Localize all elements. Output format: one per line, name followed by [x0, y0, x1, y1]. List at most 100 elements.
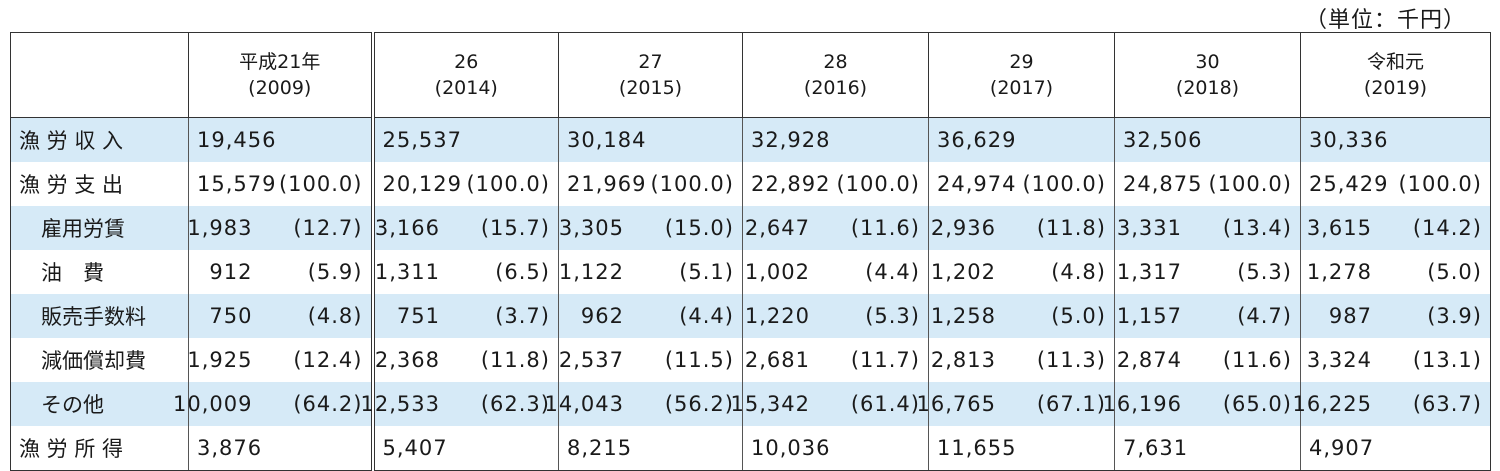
cell-fishing-income-1: 5,407	[370, 426, 559, 471]
table-row-fishing-income: 漁 労 所 得 3,876 5,407 8,215 10,036 11,655 7,631 4…	[10, 426, 1491, 471]
amount-value: 2,537	[558, 348, 624, 372]
percent-value: (100.0)	[1208, 172, 1292, 196]
amount-value: 25,537	[382, 128, 462, 152]
cell-fishing-expenses-1: 20,129 (100.0)	[370, 162, 559, 206]
percent-value: (11.8)	[1036, 216, 1106, 240]
amount-value: 2,936	[930, 216, 996, 240]
cell-fishing-expenses-0: 15,579 (100.0)	[188, 162, 373, 206]
amount-value: 1,002	[744, 260, 810, 284]
amount-value: 11,655	[937, 436, 1017, 460]
amount-value: 8,215	[567, 436, 633, 460]
cell-other-expenses-0: 10,009 (64.2)	[173, 382, 373, 426]
cell-fishing-revenue-2: 30,184	[558, 117, 743, 162]
amount-value: 2,368	[374, 348, 440, 372]
table-row-other-expenses: その他 10,009 (64.2) 12,533 (62.3) 14,043 (56.2) 1…	[10, 382, 1491, 426]
table-row-fishing-revenue: 漁 労 収 入 19,456 25,537 30,184 32,928 36,629 32,…	[10, 117, 1491, 162]
cell-hired-labor-2: 3,305 (15.0)	[558, 206, 743, 250]
percent-value: (100.0)	[836, 172, 920, 196]
cell-sales-commission-0: 750 (4.8)	[188, 294, 373, 338]
percent-value: (4.4)	[865, 260, 920, 284]
amount-value: 1,983	[187, 216, 253, 240]
amount-value: 1,925	[187, 348, 253, 372]
amount-value: 10,036	[751, 436, 831, 460]
cell-fishing-revenue-0: 19,456	[188, 117, 373, 162]
percent-value: (65.0)	[1222, 392, 1292, 416]
percent-value: (3.9)	[1427, 304, 1482, 328]
cell-fuel-cost-6: 1,278 (5.0)	[1300, 250, 1491, 294]
table-header: 平成21年 (2009) 26 (2014) 27 (2015) 28 (2016) 2…	[10, 32, 1491, 118]
cell-fishing-expenses-2: 21,969 (100.0)	[558, 162, 743, 206]
percent-value: (11.5)	[664, 348, 734, 372]
amount-value: 1,278	[1306, 260, 1372, 284]
percent-value: (5.0)	[1051, 304, 1106, 328]
col-header-2016: 28 (2016)	[742, 32, 929, 118]
percent-value: (61.4)	[850, 392, 920, 416]
percent-value: (62.3)	[480, 392, 550, 416]
cell-fishing-income-0: 3,876	[188, 426, 373, 471]
fishery-income-table: 平成21年 (2009) 26 (2014) 27 (2015) 28 (2016) 2…	[10, 32, 1491, 471]
amount-value: 15,579	[197, 172, 277, 196]
amount-value: 2,874	[1116, 348, 1182, 372]
cell-hired-labor-5: 3,331 (13.4)	[1114, 206, 1301, 250]
cell-fishing-income-6: 4,907	[1300, 426, 1491, 471]
amount-value: 30,336	[1309, 128, 1389, 152]
amount-value: 1,258	[930, 304, 996, 328]
amount-value: 15,342	[730, 392, 810, 416]
percent-value: (4.8)	[307, 304, 363, 328]
col-header-2015: 27 (2015)	[558, 32, 743, 118]
amount-value: 3,615	[1306, 216, 1372, 240]
cell-fishing-income-3: 10,036	[742, 426, 929, 471]
cell-depreciation-4: 2,813 (11.3)	[928, 338, 1115, 382]
cell-fishing-income-5: 7,631	[1114, 426, 1301, 471]
row-label-hired-labor: 雇用労賃	[10, 206, 189, 250]
cell-fishing-expenses-6: 25,429 (100.0)	[1300, 162, 1491, 206]
cell-other-expenses-3: 15,342 (61.4)	[731, 382, 929, 426]
amount-value: 750	[209, 304, 253, 328]
amount-value: 1,202	[930, 260, 996, 284]
amount-value: 5,407	[382, 436, 448, 460]
amount-value: 2,813	[930, 348, 996, 372]
cell-depreciation-5: 2,874 (11.6)	[1114, 338, 1301, 382]
cell-fuel-cost-1: 1,311 (6.5)	[370, 250, 559, 294]
header-corner	[10, 32, 189, 118]
table-body: 漁 労 収 入 19,456 25,537 30,184 32,928 36,629 32,…	[10, 117, 1491, 471]
amount-value: 30,184	[567, 128, 647, 152]
percent-value: (12.4)	[293, 348, 363, 372]
amount-value: 1,311	[374, 260, 440, 284]
amount-value: 32,928	[751, 128, 831, 152]
percent-value: (11.6)	[850, 216, 920, 240]
percent-value: (11.3)	[1036, 348, 1106, 372]
percent-value: (13.1)	[1412, 348, 1482, 372]
table-row-fishing-expenses: 漁 労 支 出 15,579 (100.0) 20,129 (100.0) 21,969(…	[10, 162, 1491, 206]
percent-value: (11.8)	[480, 348, 550, 372]
amount-value: 32,506	[1123, 128, 1203, 152]
amount-value: 14,043	[544, 392, 624, 416]
amount-value: 10,009	[173, 392, 253, 416]
amount-value: 36,629	[937, 128, 1017, 152]
percent-value: (100.0)	[1022, 172, 1106, 196]
amount-value: 3,305	[558, 216, 624, 240]
cell-sales-commission-2: 962 (4.4)	[558, 294, 743, 338]
cell-fishing-income-2: 8,215	[558, 426, 743, 471]
cell-fuel-cost-3: 1,002 (4.4)	[742, 250, 929, 294]
row-label-fishing-revenue: 漁 労 収 入	[10, 117, 189, 162]
col-header-2018: 30 (2018)	[1114, 32, 1301, 118]
amount-value: 1,157	[1116, 304, 1182, 328]
amount-value: 751	[396, 304, 440, 328]
amount-value: 24,974	[937, 172, 1017, 196]
unit-label: （単位：千円）	[1304, 8, 1466, 33]
col-header-2014: 26 (2014)	[370, 32, 559, 118]
percent-value: (13.4)	[1222, 216, 1292, 240]
percent-value: (56.2)	[664, 392, 734, 416]
amount-value: 19,456	[197, 128, 277, 152]
cell-sales-commission-5: 1,157 (4.7)	[1114, 294, 1301, 338]
cell-sales-commission-4: 1,258 (5.0)	[928, 294, 1115, 338]
percent-value: (64.2)	[293, 392, 363, 416]
percent-value: (4.8)	[1051, 260, 1106, 284]
cell-sales-commission-3: 1,220 (5.3)	[742, 294, 929, 338]
cell-fishing-revenue-1: 25,537	[370, 117, 559, 162]
cell-other-expenses-2: 14,043 (56.2)	[545, 382, 743, 426]
amount-value: 1,317	[1116, 260, 1182, 284]
cell-fishing-revenue-5: 32,506	[1114, 117, 1301, 162]
row-label-sales-commission: 販売手数料	[10, 294, 189, 338]
